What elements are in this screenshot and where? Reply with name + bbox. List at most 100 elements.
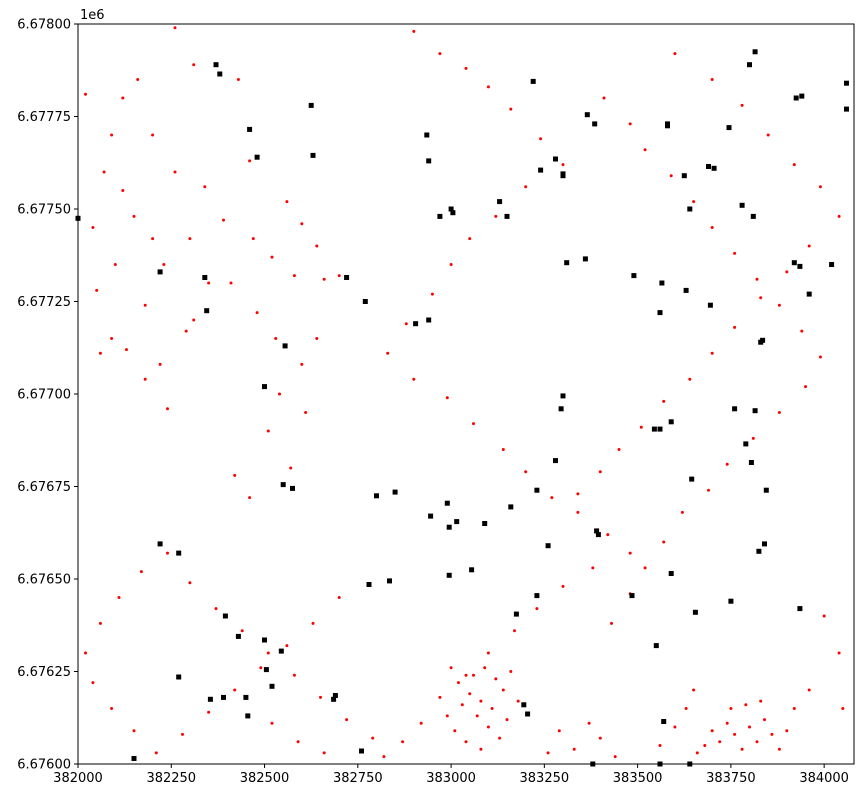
black-point (728, 598, 734, 604)
red-point (184, 329, 188, 333)
red-point (460, 703, 464, 707)
red-point (479, 699, 483, 703)
red-point (785, 270, 789, 274)
red-point (274, 337, 278, 340)
red-point (464, 740, 468, 744)
black-point (683, 287, 689, 293)
red-point (729, 707, 733, 710)
red-point (695, 751, 699, 755)
x-tick-label: 384000 (799, 771, 849, 786)
black-point (592, 121, 598, 127)
red-point (725, 462, 729, 466)
red-point (248, 159, 252, 163)
black-point (454, 519, 460, 525)
red-point (766, 133, 770, 137)
red-point (222, 218, 225, 222)
red-point (337, 596, 341, 599)
red-point (401, 740, 405, 744)
black-point (263, 667, 269, 673)
black-point (595, 532, 601, 538)
red-point (464, 66, 468, 70)
red-point (610, 621, 613, 625)
red-point (598, 736, 602, 740)
red-point (236, 78, 240, 81)
black-point (629, 593, 635, 599)
black-point (747, 62, 752, 68)
y-axis: 6.67600 6.67625 6.67650 6.67675 6.67700 6.677… (17, 18, 78, 773)
black-point (538, 167, 544, 173)
red-point (266, 651, 270, 655)
black-point (743, 441, 749, 447)
black-point (428, 513, 434, 519)
red-point (740, 103, 744, 107)
black-point (665, 123, 670, 129)
black-point (653, 643, 659, 649)
black-point (497, 199, 503, 205)
black-point (366, 582, 372, 587)
black-point (513, 611, 519, 617)
red-point (837, 214, 841, 218)
black-point (392, 489, 398, 495)
red-point (673, 52, 677, 56)
red-point (576, 492, 580, 496)
red-point (117, 596, 121, 599)
black-point (657, 426, 663, 432)
y-tick-label: 6.67750 (17, 203, 71, 218)
red-point (270, 255, 274, 259)
red-point (733, 732, 737, 736)
red-point (445, 396, 449, 400)
plot-area (75, 23, 855, 767)
black-point (308, 102, 314, 108)
black-point (204, 308, 210, 314)
red-point (110, 133, 114, 137)
red-point (785, 729, 789, 733)
red-point (598, 470, 602, 474)
black-point (176, 674, 182, 680)
red-point (412, 377, 416, 381)
black-point (157, 541, 163, 547)
red-point (91, 681, 95, 685)
black-point (659, 280, 665, 286)
red-point (628, 122, 632, 126)
red-point (501, 688, 505, 692)
x-tick-label: 383500 (613, 771, 663, 786)
red-point (792, 707, 796, 710)
black-point (235, 633, 241, 639)
red-series (84, 26, 845, 759)
red-point (438, 695, 442, 699)
black-point (681, 173, 687, 179)
black-point (262, 637, 267, 643)
red-point (822, 614, 826, 618)
red-point (572, 747, 576, 751)
black-point (247, 126, 253, 132)
red-point (692, 200, 696, 204)
red-point (289, 466, 293, 470)
red-point (807, 688, 811, 692)
black-point (726, 125, 732, 131)
red-point (132, 729, 136, 733)
black-series (75, 49, 849, 767)
red-point (576, 510, 580, 514)
red-point (837, 651, 841, 655)
red-point (602, 96, 606, 100)
red-point (524, 470, 528, 474)
red-point (692, 688, 696, 692)
black-point (756, 548, 762, 554)
y-tick-label: 6.67650 (17, 573, 71, 588)
red-point (162, 263, 166, 266)
red-point (386, 351, 390, 355)
red-point (535, 607, 539, 611)
red-point (102, 170, 106, 174)
black-point (448, 206, 454, 212)
red-point (113, 263, 117, 266)
red-point (345, 718, 349, 722)
black-point (534, 593, 540, 599)
red-point (498, 736, 502, 740)
red-point (751, 436, 755, 440)
red-point (680, 510, 684, 514)
red-point (166, 551, 169, 555)
black-point (668, 571, 674, 576)
black-point (469, 567, 475, 573)
red-point (546, 751, 550, 755)
red-point (300, 222, 304, 226)
